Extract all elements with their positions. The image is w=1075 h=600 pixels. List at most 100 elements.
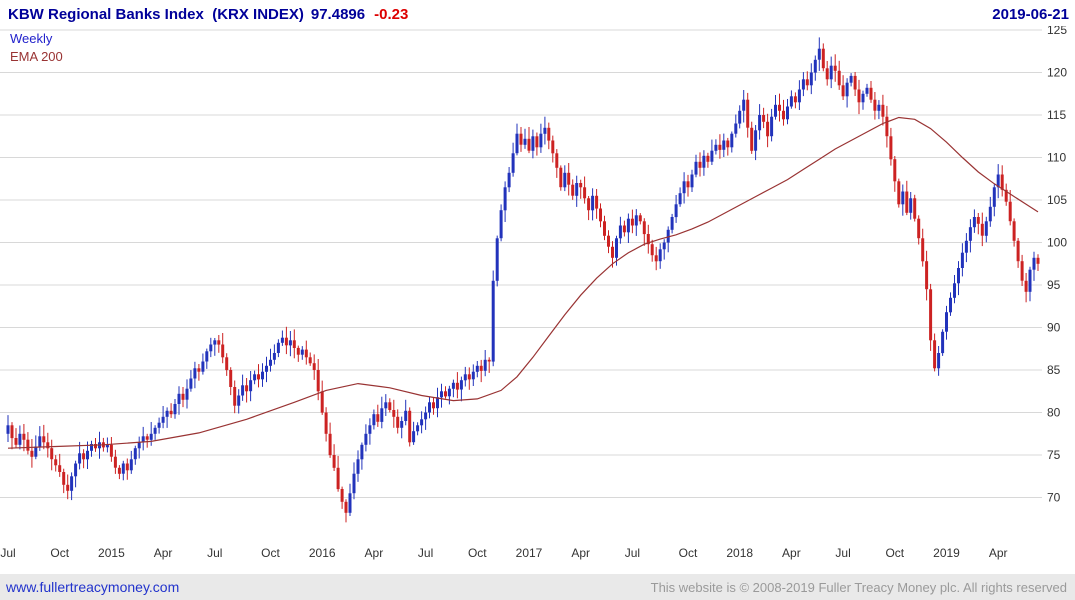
candle-body bbox=[46, 442, 50, 449]
candle-body bbox=[384, 402, 388, 409]
candle-body bbox=[754, 130, 758, 151]
candle-body bbox=[137, 442, 141, 449]
candle-body bbox=[133, 448, 137, 460]
candle-body bbox=[1004, 189, 1008, 202]
candle-body bbox=[412, 431, 416, 443]
candle-body bbox=[579, 183, 583, 188]
candle-body bbox=[459, 380, 463, 390]
candle-body bbox=[571, 184, 575, 196]
candle-body bbox=[90, 444, 93, 451]
candle-body bbox=[444, 391, 447, 397]
candle-body bbox=[479, 365, 483, 371]
candle-body bbox=[535, 136, 539, 148]
candle-body bbox=[173, 404, 177, 415]
x-tick-label: Apr bbox=[154, 546, 173, 560]
candle-body bbox=[654, 255, 658, 262]
candle-body bbox=[185, 388, 189, 400]
candle-body bbox=[181, 393, 185, 400]
candle-body bbox=[1024, 280, 1028, 292]
candle-body bbox=[428, 402, 431, 413]
title-group: KBW Regional Banks Index (KRX INDEX) 97.… bbox=[8, 6, 408, 23]
candle-body bbox=[360, 444, 364, 460]
candle-body bbox=[54, 459, 58, 466]
candle-body bbox=[658, 249, 662, 262]
candle-body bbox=[925, 261, 929, 290]
y-tick-label: 85 bbox=[1047, 363, 1061, 377]
y-tick-label: 100 bbox=[1047, 236, 1067, 250]
candle-body bbox=[988, 206, 992, 222]
candle-body bbox=[646, 234, 650, 245]
candle-body bbox=[348, 493, 352, 513]
candle-body bbox=[801, 79, 805, 90]
candle-body bbox=[877, 104, 881, 111]
candle-body bbox=[352, 473, 356, 494]
candle-body bbox=[734, 123, 738, 134]
candle-body bbox=[682, 181, 686, 194]
candle-body bbox=[611, 246, 614, 258]
candle-body bbox=[885, 116, 889, 137]
candle-body bbox=[949, 297, 952, 313]
x-tick-label: Oct bbox=[261, 546, 280, 560]
candle-body bbox=[618, 225, 622, 239]
candle-body bbox=[1012, 221, 1016, 241]
candle-body bbox=[766, 121, 770, 137]
candle-body bbox=[499, 210, 503, 239]
candle-body bbox=[563, 172, 567, 188]
candle-body bbox=[416, 425, 420, 432]
candle-body bbox=[511, 153, 515, 173]
candle-body bbox=[797, 89, 801, 103]
candle-body bbox=[288, 340, 292, 346]
candle-body bbox=[308, 357, 312, 364]
candle-body bbox=[789, 96, 793, 107]
candle-body bbox=[726, 140, 730, 148]
candle-body bbox=[778, 104, 781, 111]
candle-body bbox=[805, 79, 809, 86]
candle-body bbox=[650, 244, 654, 256]
candle-body bbox=[451, 382, 455, 389]
candle-body bbox=[714, 144, 718, 151]
x-tick-label: Jul bbox=[625, 546, 640, 560]
candle-body bbox=[515, 133, 519, 154]
candle-body bbox=[523, 138, 527, 145]
candle-body bbox=[547, 127, 551, 141]
candle-body bbox=[527, 138, 531, 151]
candle-body bbox=[121, 463, 125, 474]
candle-body bbox=[591, 195, 595, 211]
candle-body bbox=[149, 433, 153, 440]
candle-body bbox=[392, 410, 396, 417]
candle-body bbox=[630, 218, 634, 226]
x-tick-label: Jul bbox=[207, 546, 222, 560]
candle-body bbox=[937, 353, 941, 369]
candle-body bbox=[1016, 240, 1020, 262]
candle-body bbox=[531, 136, 535, 151]
candle-body bbox=[559, 167, 563, 188]
candle-body bbox=[300, 349, 304, 355]
candle-body bbox=[960, 252, 964, 268]
footer-bar: www.fullertreacymoney.com This website i… bbox=[0, 574, 1075, 600]
legend-ema-label: EMA 200 bbox=[10, 49, 63, 64]
candlestick-chart: 70 75 80 85 90 95 100 105 110 115 120 125 Jul Oct 2015… bbox=[0, 26, 1067, 560]
candle-body bbox=[368, 425, 372, 434]
candle-body bbox=[420, 419, 424, 426]
candle-body bbox=[388, 402, 392, 410]
candle-body bbox=[340, 489, 344, 502]
candle-body bbox=[447, 388, 451, 397]
candle-body bbox=[336, 467, 340, 490]
candle-body bbox=[296, 347, 300, 355]
candle-body bbox=[953, 283, 956, 298]
candle-body bbox=[483, 359, 487, 371]
site-link[interactable]: www.fullertreacymoney.com bbox=[6, 579, 180, 595]
candle-body bbox=[467, 374, 471, 380]
candle-body bbox=[475, 365, 479, 372]
candle-body bbox=[984, 221, 988, 236]
candle-body bbox=[42, 436, 46, 443]
candle-body bbox=[376, 414, 380, 422]
candle-body bbox=[153, 427, 157, 434]
candle-body bbox=[225, 357, 229, 371]
candle-body bbox=[746, 99, 750, 128]
candle-body bbox=[762, 115, 766, 122]
candle-body bbox=[626, 218, 630, 233]
candle-body bbox=[205, 351, 209, 362]
y-tick-label: 75 bbox=[1047, 448, 1061, 462]
y-tick-label: 90 bbox=[1047, 321, 1061, 335]
